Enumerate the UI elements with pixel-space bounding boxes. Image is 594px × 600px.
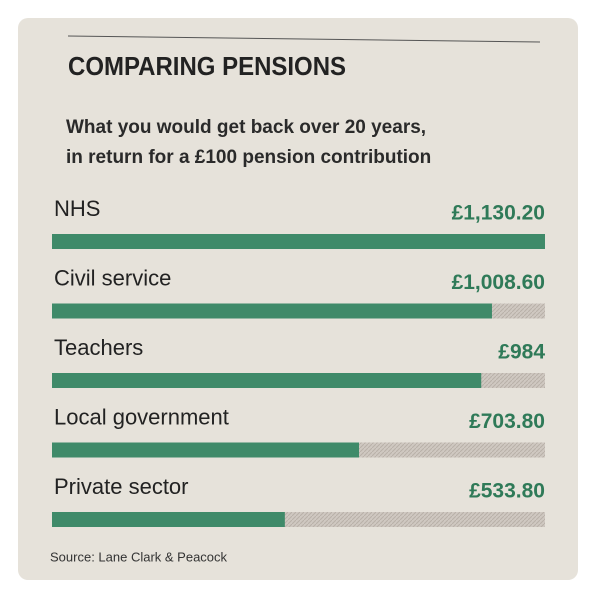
category-label: Local government bbox=[54, 404, 229, 429]
bar bbox=[52, 234, 545, 249]
subtitle: What you would get back over 20 years, bbox=[66, 117, 426, 138]
bar bbox=[52, 512, 285, 527]
top-rule bbox=[67, 35, 541, 43]
category-label: Civil service bbox=[54, 265, 171, 290]
subtitle: in return for a £100 pension contributio… bbox=[66, 147, 431, 168]
category-label: Private sector bbox=[54, 474, 189, 499]
value-label: £1,130.20 bbox=[452, 202, 545, 225]
bar bbox=[52, 373, 482, 388]
bar bbox=[52, 442, 360, 458]
value-label: £533.80 bbox=[469, 480, 545, 503]
bar bbox=[52, 303, 492, 319]
category-label: NHS bbox=[54, 196, 100, 221]
value-label: £703.80 bbox=[469, 410, 545, 433]
chart-title: COMPARING PENSIONS bbox=[68, 51, 346, 81]
source: Source: Lane Clark & Peacock bbox=[50, 549, 228, 564]
value-label: £984 bbox=[498, 341, 545, 364]
paper bbox=[18, 18, 578, 580]
category-label: Teachers bbox=[54, 335, 143, 360]
value-label: £1,008.60 bbox=[452, 271, 545, 294]
